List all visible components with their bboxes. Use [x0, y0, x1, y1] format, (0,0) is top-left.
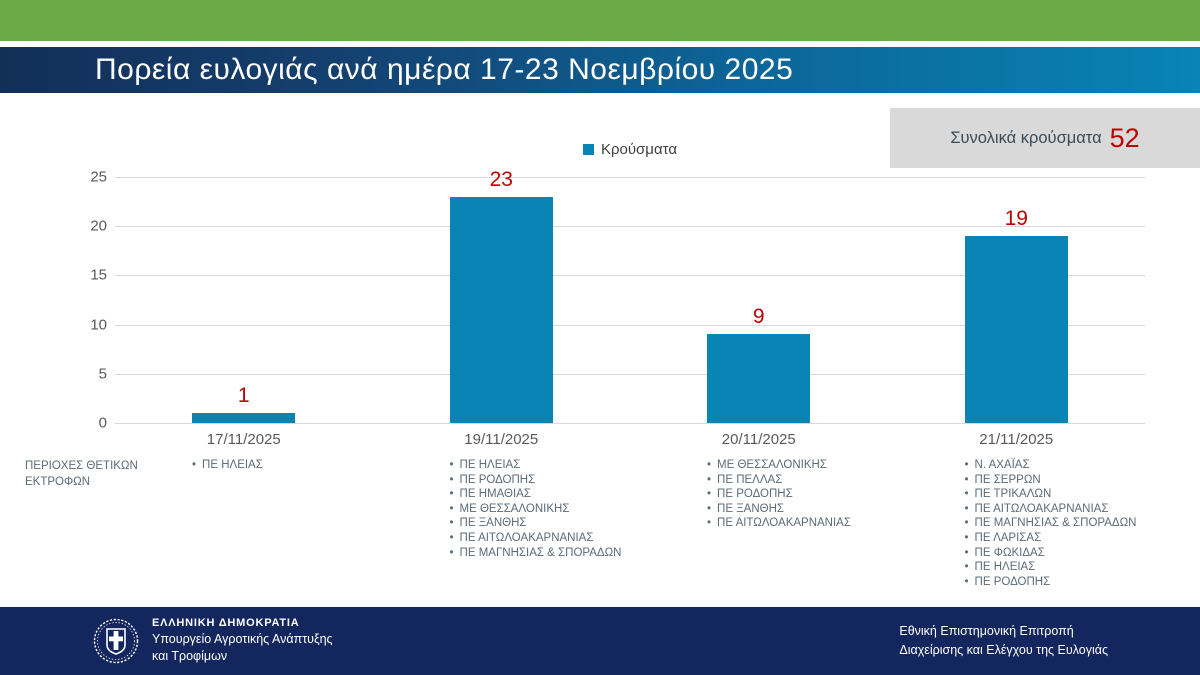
- gridline-0: [115, 423, 1145, 424]
- ministry-block: ΕΛΛΗΝΙΚΗ ΔΗΜΟΚΡΑΤΙΑ Υπουργείο Αγροτικής …: [152, 617, 333, 665]
- committee-block: Εθνική Επιστημονική Επιτροπή Διαχείρισης…: [899, 622, 1108, 661]
- total-cases-box: Συνολικά κρούσματα 52: [890, 108, 1200, 168]
- region-item: • ΠΕ ΛΑΡΙΣΑΣ: [964, 531, 1042, 544]
- bullet-icon: •: [449, 546, 454, 559]
- region-item: • ΠΕ ΣΕΡΡΩΝ: [964, 473, 1041, 486]
- region-item: • ΠΕ ΜΑΓΝΗΣΙΑΣ & ΣΠΟΡΑΔΩΝ: [449, 546, 622, 559]
- bullet-icon: •: [449, 473, 454, 486]
- x-label-21/11/2025: 21/11/2025: [979, 431, 1054, 448]
- x-axis-labels: 17/11/2025 19/11/2025 20/11/2025 21/11/2025: [115, 431, 1145, 448]
- region-item: • ΠΕ ΡΟΔΟΠΗΣ: [449, 473, 536, 486]
- bullet-icon: •: [707, 488, 712, 501]
- region-item: • ΠΕ ΠΕΛΛΑΣ: [707, 473, 783, 486]
- gridline-5: [115, 373, 1145, 375]
- ministry-line-2: και Τροφίμων: [152, 649, 228, 663]
- region-item: • ΠΕ ΗΜΑΘΙΑΣ: [449, 488, 531, 501]
- gridline-25: [115, 177, 1145, 178]
- gridline-20: [115, 226, 1145, 228]
- region-item: • ΠΕ ΜΑΓΝΗΣΙΑΣ & ΣΠΟΡΑΔΩΝ: [964, 517, 1137, 530]
- bullet-icon: •: [192, 459, 197, 471]
- bullet-icon: •: [449, 502, 454, 515]
- bullet-icon: •: [707, 459, 712, 471]
- x-label-17/11/2025: 17/11/2025: [206, 431, 281, 448]
- y-tick-25: 25: [90, 168, 107, 186]
- bullet-icon: •: [964, 531, 969, 544]
- region-item: • Ν. ΑΧΑΪΑΣ: [964, 459, 1030, 471]
- gridline-10: [115, 324, 1145, 326]
- bar-21/11/2025: [964, 236, 1068, 423]
- y-tick-20: 20: [90, 217, 107, 235]
- bullet-icon: •: [449, 459, 454, 471]
- y-tick-10: 10: [90, 316, 107, 334]
- bar-value-17/11/2025: 1: [237, 384, 250, 408]
- region-item: • ΠΕ ΗΛΕΙΑΣ: [192, 459, 263, 471]
- bullet-icon: •: [964, 502, 969, 515]
- hellenic-republic-emblem-icon: [93, 618, 139, 664]
- bullet-icon: •: [964, 473, 969, 486]
- bullet-icon: •: [449, 517, 454, 530]
- total-cases-label: Συνολικά κρούσματα: [950, 128, 1102, 147]
- y-tick-15: 15: [90, 266, 107, 284]
- total-cases-value: 52: [1109, 122, 1140, 153]
- bullet-icon: •: [964, 459, 969, 471]
- bar-chart-plot-area: 0 5 10 15 20 25 1 23 9 19: [90, 168, 1145, 432]
- regions-column-21/11/2025: • Ν. ΑΧΑΪΑΣ • ΠΕ ΣΕΡΡΩΝ • ΠΕ ΤΡΙΚΑΛΩΝ • ΠΕ ΑΙΤΩ…: [888, 458, 1146, 589]
- region-item: • ΠΕ ΗΛΕΙΑΣ: [449, 459, 521, 471]
- region-item: • ΠΕ ΡΟΔΟΠΗΣ: [964, 575, 1051, 588]
- bar-19/11/2025: [449, 196, 553, 423]
- title-band: Πορεία ευλογιάς ανά ημέρα 17-23 Νοεμβρίο…: [0, 47, 1200, 93]
- region-item: • ΠΕ ΑΙΤΩΛΟΑΚΑΡΝΑΝΙΑΣ: [964, 502, 1109, 515]
- region-item: • ΠΕ ΞΑΝΘΗΣ: [707, 502, 785, 515]
- x-label-20/11/2025: 20/11/2025: [721, 431, 796, 448]
- region-item: • ΠΕ ΤΡΙΚΑΛΩΝ: [964, 488, 1052, 501]
- region-item: • ΠΕ ΑΙΤΩΛΟΑΚΑΡΝΑΝΙΑΣ: [449, 531, 594, 544]
- page-title: Πορεία ευλογιάς ανά ημέρα 17-23 Νοεμβρίο…: [95, 53, 794, 86]
- committee-line-1: Εθνική Επιστημονική Επιτροπή: [899, 623, 1074, 638]
- bullet-icon: •: [964, 546, 969, 559]
- bullet-icon: •: [964, 575, 969, 588]
- bar-20/11/2025: [707, 334, 811, 423]
- bullet-icon: •: [707, 517, 712, 530]
- bullet-icon: •: [964, 561, 969, 574]
- footer-band: ΕΛΛΗΝΙΚΗ ΔΗΜΟΚΡΑΤΙΑ Υπουργείο Αγροτικής …: [0, 607, 1200, 675]
- chart-legend: Κρούσματα: [115, 139, 1145, 159]
- regions-column-17/11/2025: • ΠΕ ΗΛΕΙΑΣ: [115, 458, 373, 589]
- bullet-icon: •: [449, 488, 454, 501]
- org-name: ΕΛΛΗΝΙΚΗ ΔΗΜΟΚΡΑΤΙΑ: [152, 617, 300, 630]
- bar-value-19/11/2025: 23: [489, 167, 513, 191]
- gridline-15: [115, 275, 1145, 277]
- region-item: • ΠΕ ΗΛΕΙΑΣ: [964, 561, 1036, 574]
- region-item: • ΠΕ ΡΟΔΟΠΗΣ: [707, 488, 793, 501]
- bullet-icon: •: [964, 488, 969, 501]
- y-tick-5: 5: [98, 365, 107, 383]
- bullet-icon: •: [964, 517, 969, 530]
- bullet-icon: •: [707, 473, 712, 486]
- legend-swatch-icon: [582, 143, 594, 155]
- region-item: • ΜΕ ΘΕΣΣΑΛΟΝΙΚΗΣ: [707, 459, 827, 471]
- ministry-line-1: Υπουργείο Αγροτικής Ανάπτυξης: [152, 632, 333, 647]
- legend-label: Κρούσματα: [600, 140, 678, 158]
- regions-lists: • ΠΕ ΗΛΕΙΑΣ • ΠΕ ΗΛΕΙΑΣ • ΠΕ ΡΟΔΟΠΗΣ • ΠΕ ΗΜΑΘΙ…: [115, 458, 1145, 589]
- y-tick-0: 0: [98, 414, 107, 432]
- regions-column-20/11/2025: • ΜΕ ΘΕΣΣΑΛΟΝΙΚΗΣ • ΠΕ ΠΕΛΛΑΣ • ΠΕ ΡΟΔΟΠΗΣ • ΠΕ…: [630, 458, 888, 589]
- committee-line-2: Διαχείρισης και Ελέγχου της Ευλογιάς: [899, 643, 1108, 657]
- top-accent-bar: [0, 0, 1200, 41]
- bullet-icon: •: [449, 531, 454, 544]
- region-item: • ΜΕ ΘΕΣΣΑΛΟΝΙΚΗΣ: [449, 502, 570, 515]
- region-item: • ΠΕ ΑΙΤΩΛΟΑΚΑΡΝΑΝΙΑΣ: [707, 517, 851, 530]
- regions-header: ΠΕΡΙΟΧΕΣ ΘΕΤΙΚΩΝ ΕΚΤΡΟΦΩΝ: [25, 460, 138, 489]
- regions-column-19/11/2025: • ΠΕ ΗΛΕΙΑΣ • ΠΕ ΡΟΔΟΠΗΣ • ΠΕ ΗΜΑΘΙΑΣ • ΜΕ ΘΕΣΣ…: [373, 458, 631, 589]
- region-item: • ΠΕ ΦΩΚΙΔΑΣ: [964, 546, 1045, 559]
- bar-value-21/11/2025: 19: [1004, 207, 1028, 231]
- x-label-19/11/2025: 19/11/2025: [464, 431, 539, 448]
- region-item: • ΠΕ ΞΑΝΘΗΣ: [449, 517, 527, 530]
- bullet-icon: •: [707, 502, 712, 515]
- bar-17/11/2025: [192, 413, 296, 423]
- bar-value-20/11/2025: 9: [752, 305, 765, 329]
